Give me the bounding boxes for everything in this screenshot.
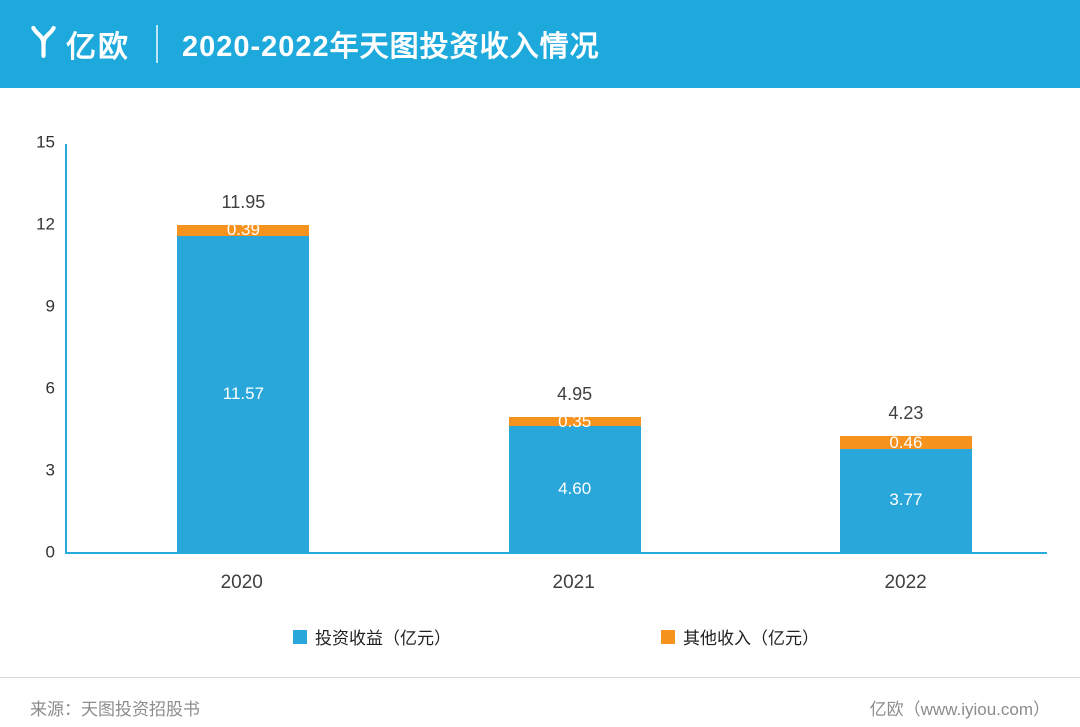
x-axis-label-2021: 2021 xyxy=(552,572,595,593)
total-label-2021: 4.95 xyxy=(557,383,593,404)
x-axis-labels: 2020 2021 2022 xyxy=(65,564,1047,598)
segment-value-label: 0.46 xyxy=(889,432,923,452)
header-bar: 亿欧 2020-2022年天图投资收入情况 xyxy=(0,0,1080,88)
footer: 来源：天图投资招股书 亿欧（www.iyiou.com） xyxy=(0,677,1080,720)
bar-segment-other-income-2021: 0.35 xyxy=(508,412,641,431)
total-label-2022: 4.23 xyxy=(888,403,924,424)
total-label-2020: 11.95 xyxy=(221,192,266,213)
yiou-logo-icon xyxy=(30,24,57,64)
bar-group-2021: 4.95 0.35 4.60 xyxy=(508,383,641,552)
legend-item-other-income: 其他收入（亿元） xyxy=(661,624,819,649)
segment-value-label: 11.57 xyxy=(222,383,265,403)
bar-segment-other-income-2022: 0.46 xyxy=(839,433,972,452)
legend-swatch-orange xyxy=(661,629,675,644)
segment-value-label: 4.60 xyxy=(558,479,592,499)
chart: 0 3 6 9 12 15 11.95 0.39 11.57 4.95 0.35 4.60… xyxy=(36,134,1047,649)
page-title: 2020-2022年天图投资收入情况 xyxy=(182,31,600,63)
bar-segment-investment-income-2020: 11.57 xyxy=(177,235,310,552)
site-credit-text: 亿欧（www.iyiou.com） xyxy=(869,700,1050,719)
y-axis-tick-label: 12 xyxy=(36,214,55,234)
y-axis-tick-label: 0 xyxy=(45,542,55,562)
segment-value-label: 3.77 xyxy=(889,490,923,510)
logo-text: 亿欧 xyxy=(66,31,130,64)
legend-label: 投资收益（亿元） xyxy=(315,629,451,648)
source-text: 来源：天图投资招股书 xyxy=(30,700,200,719)
y-axis-tick-label: 15 xyxy=(36,132,55,152)
y-axis-tick-label: 9 xyxy=(45,296,55,316)
plot-area: 0 3 6 9 12 15 11.95 0.39 11.57 4.95 0.35 4.60… xyxy=(36,134,1047,561)
yiou-logo: 亿欧 xyxy=(30,22,130,66)
x-axis-label-2022: 2022 xyxy=(884,572,927,593)
segment-value-label: 0.35 xyxy=(558,411,592,431)
bar-group-2020: 11.95 0.39 11.57 xyxy=(177,192,310,552)
legend-label: 其他收入（亿元） xyxy=(683,629,819,648)
legend: 投资收益（亿元） 其他收入（亿元） xyxy=(65,624,1047,649)
bar-segment-investment-income-2021: 4.60 xyxy=(508,426,641,552)
header-divider xyxy=(156,25,158,63)
y-axis-tick-label: 6 xyxy=(45,378,55,398)
bar-segment-other-income-2020: 0.39 xyxy=(177,220,310,239)
bar-group-2022: 4.23 0.46 3.77 xyxy=(839,403,972,552)
bar-segment-investment-income-2022: 3.77 xyxy=(839,448,972,552)
y-axis-tick-label: 3 xyxy=(45,460,55,480)
legend-swatch-blue xyxy=(293,629,307,644)
legend-item-investment-income: 投资收益（亿元） xyxy=(293,624,451,649)
segment-value-label: 0.39 xyxy=(226,220,260,240)
x-axis-label-2020: 2020 xyxy=(220,572,263,593)
